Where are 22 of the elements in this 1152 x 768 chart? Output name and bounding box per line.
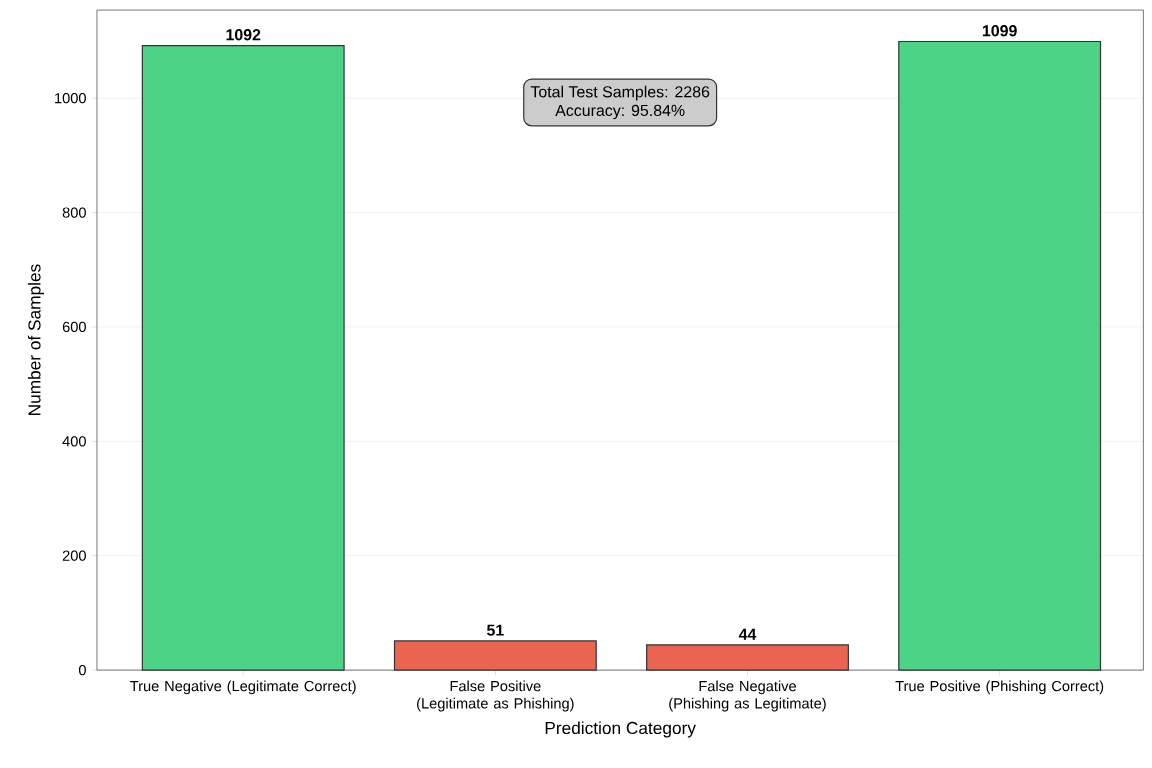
data-label: 51	[486, 624, 504, 636]
bar	[646, 644, 849, 671]
y-tick-label: 1000	[55, 92, 86, 104]
bar	[393, 640, 597, 671]
data-label: 44	[738, 628, 757, 640]
y-tick-label: 800	[62, 207, 86, 218]
y-tick-label: 400	[62, 436, 86, 447]
data-label: 1099	[982, 25, 1017, 37]
y-axis-title: Number of Samples	[27, 264, 44, 415]
y-tick-label: 0	[78, 664, 86, 676]
x-axis-title: Prediction Category	[545, 721, 696, 738]
annotation: Total Test Samples: 2286	[530, 85, 710, 101]
x-tick-label: True Negative (Legitimate Correct)	[130, 680, 356, 695]
x-tick-label: False Negative (Phishing as Legitimate)	[669, 680, 826, 712]
data-label: 1092	[226, 29, 261, 41]
y-tick-label: 600	[62, 321, 86, 333]
y-tick-label: 200	[62, 550, 86, 561]
annotation: Accuracy: 95.84%	[555, 104, 685, 120]
x-tick-label: True Positive (Phishing Correct)	[895, 680, 1104, 695]
bar	[898, 40, 1102, 671]
bar	[141, 44, 345, 671]
x-tick-label: False Positive (Legitimate as Phishing)	[417, 680, 574, 712]
